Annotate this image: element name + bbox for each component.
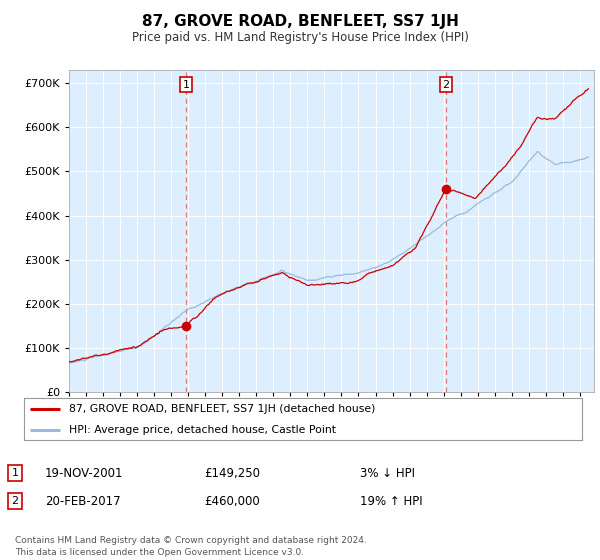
Text: 2: 2	[442, 80, 449, 90]
Text: 19% ↑ HPI: 19% ↑ HPI	[360, 494, 422, 508]
Text: HPI: Average price, detached house, Castle Point: HPI: Average price, detached house, Cast…	[68, 424, 335, 435]
Text: 87, GROVE ROAD, BENFLEET, SS7 1JH: 87, GROVE ROAD, BENFLEET, SS7 1JH	[142, 14, 458, 29]
Text: 1: 1	[182, 80, 190, 90]
Text: £460,000: £460,000	[204, 494, 260, 508]
Text: 20-FEB-2017: 20-FEB-2017	[45, 494, 121, 508]
Text: 87, GROVE ROAD, BENFLEET, SS7 1JH (detached house): 87, GROVE ROAD, BENFLEET, SS7 1JH (detac…	[68, 404, 375, 413]
Text: 3% ↓ HPI: 3% ↓ HPI	[360, 466, 415, 480]
Text: Price paid vs. HM Land Registry's House Price Index (HPI): Price paid vs. HM Land Registry's House …	[131, 31, 469, 44]
Text: 1: 1	[11, 468, 19, 478]
Text: Contains HM Land Registry data © Crown copyright and database right 2024.
This d: Contains HM Land Registry data © Crown c…	[15, 536, 367, 557]
Text: 19-NOV-2001: 19-NOV-2001	[45, 466, 124, 480]
Text: £149,250: £149,250	[204, 466, 260, 480]
Text: 2: 2	[11, 496, 19, 506]
